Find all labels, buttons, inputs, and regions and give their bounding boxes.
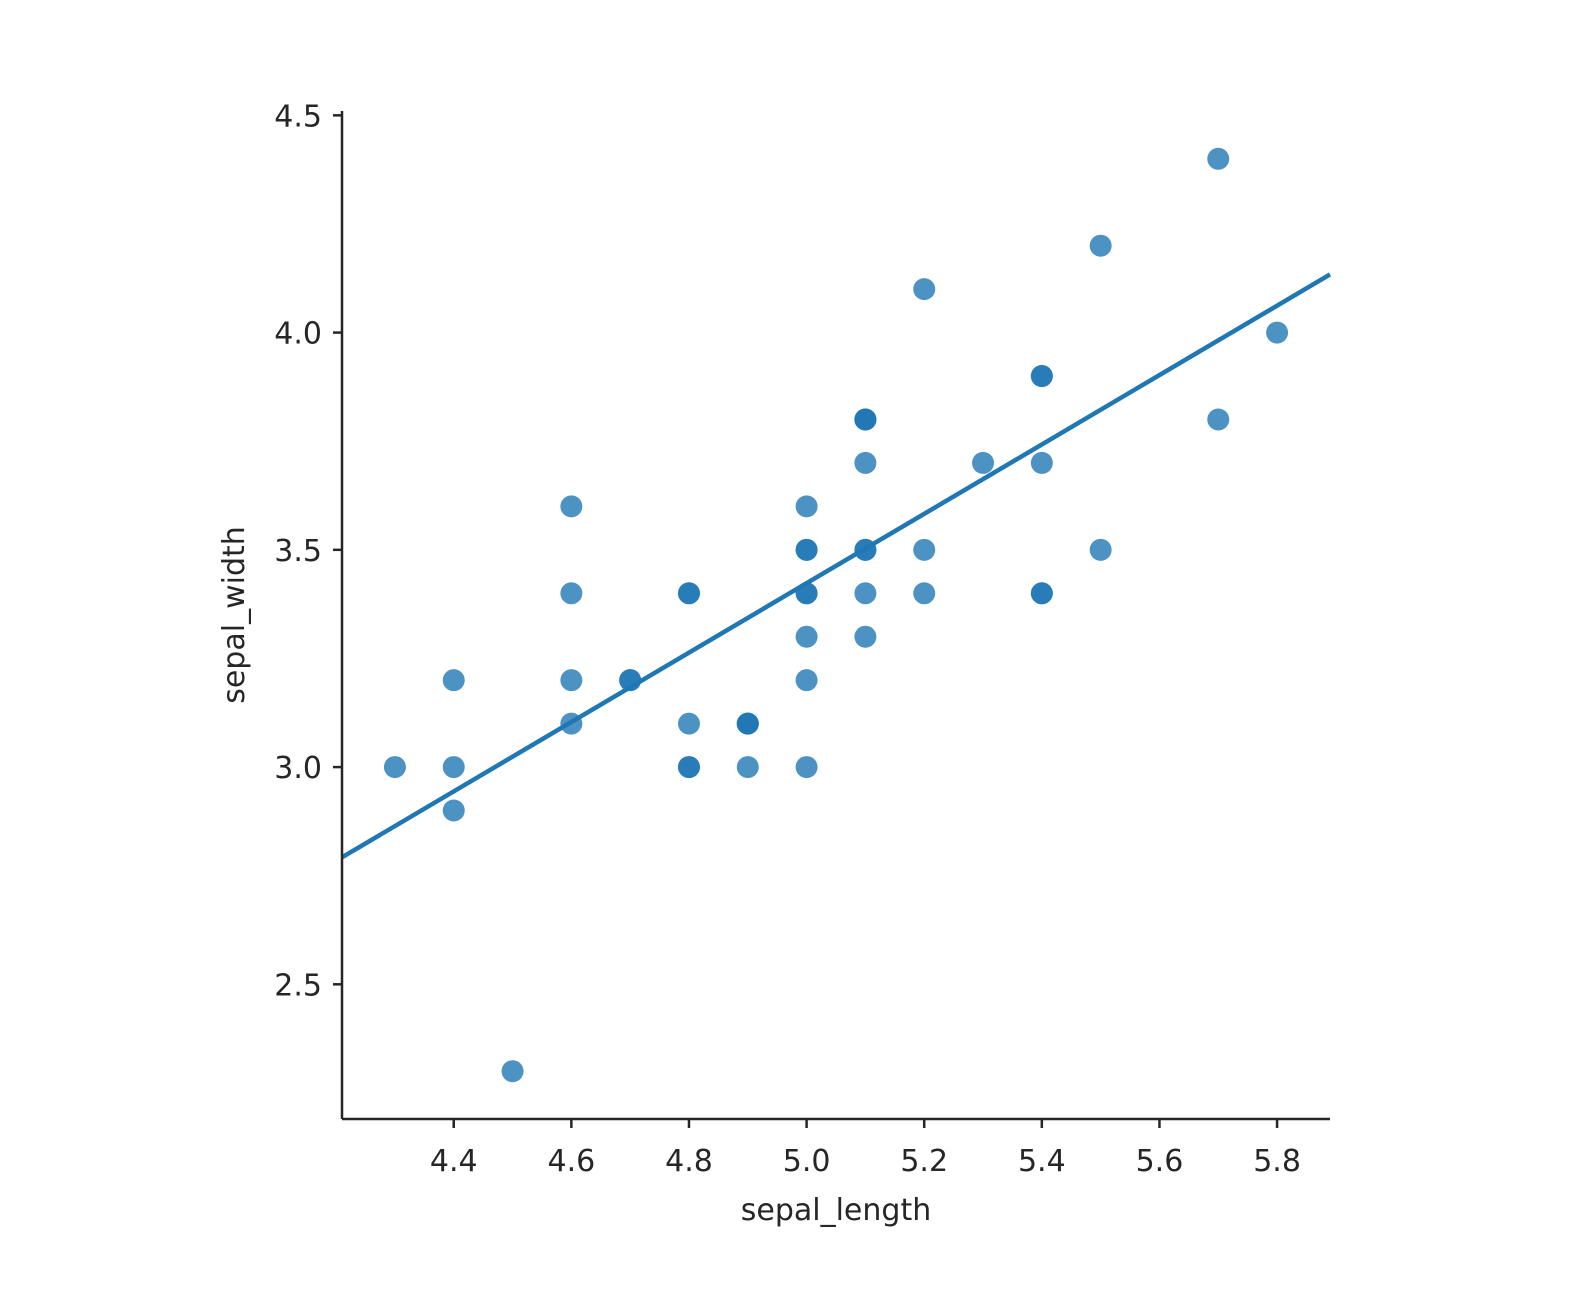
data-point bbox=[442, 669, 465, 692]
data-point bbox=[795, 669, 818, 692]
x-tick-label: 4.4 bbox=[430, 1144, 478, 1179]
data-point bbox=[560, 669, 583, 692]
data-point bbox=[1030, 365, 1053, 388]
points-layer bbox=[383, 147, 1289, 1083]
regression-layer bbox=[340, 272, 1332, 860]
data-point bbox=[383, 756, 406, 779]
data-point bbox=[677, 582, 700, 605]
data-point bbox=[1207, 408, 1230, 431]
data-point bbox=[560, 495, 583, 518]
data-point bbox=[854, 625, 877, 648]
x-tick-label: 5.2 bbox=[900, 1144, 948, 1179]
x-axis-label: sepal_length bbox=[741, 1193, 931, 1228]
axes-layer: 4.4 4.6 4.8 5.0 5.2 5.4 5.6 5.8 2.5 3.0 3.5 4.0 4.5 bbox=[274, 99, 1330, 1179]
x-tick-label: 4.6 bbox=[547, 1144, 595, 1179]
y-axis-label: sepal_width bbox=[217, 526, 252, 704]
data-point bbox=[736, 756, 759, 779]
data-point bbox=[795, 625, 818, 648]
data-point bbox=[560, 582, 583, 605]
x-tick-label: 4.8 bbox=[665, 1144, 713, 1179]
data-point bbox=[1089, 234, 1112, 257]
x-tick-label: 5.8 bbox=[1253, 1144, 1301, 1179]
data-point bbox=[972, 451, 995, 474]
data-point bbox=[442, 799, 465, 822]
data-point bbox=[795, 538, 818, 561]
data-point bbox=[854, 408, 877, 431]
y-tick-label: 2.5 bbox=[274, 968, 322, 1003]
data-point bbox=[736, 712, 759, 735]
y-tick-label: 3.5 bbox=[274, 534, 322, 569]
data-point bbox=[1207, 147, 1230, 170]
data-point bbox=[677, 756, 700, 779]
data-point bbox=[1266, 321, 1289, 344]
data-point bbox=[913, 278, 936, 301]
data-point bbox=[501, 1060, 524, 1083]
data-point bbox=[854, 451, 877, 474]
data-point bbox=[1030, 451, 1053, 474]
x-tick-label: 5.0 bbox=[783, 1144, 831, 1179]
data-point bbox=[795, 495, 818, 518]
x-tick-label: 5.6 bbox=[1136, 1144, 1184, 1179]
x-tick-label: 5.4 bbox=[1018, 1144, 1066, 1179]
data-point bbox=[913, 582, 936, 605]
y-tick-label: 4.0 bbox=[274, 317, 322, 352]
data-point bbox=[913, 538, 936, 561]
data-point bbox=[854, 582, 877, 605]
y-tick-label: 4.5 bbox=[274, 99, 322, 134]
data-point bbox=[1089, 538, 1112, 561]
data-point bbox=[442, 756, 465, 779]
regression-line bbox=[340, 272, 1332, 860]
data-point bbox=[677, 712, 700, 735]
data-point bbox=[795, 756, 818, 779]
data-point bbox=[1030, 582, 1053, 605]
y-tick-label: 3.0 bbox=[274, 751, 322, 786]
